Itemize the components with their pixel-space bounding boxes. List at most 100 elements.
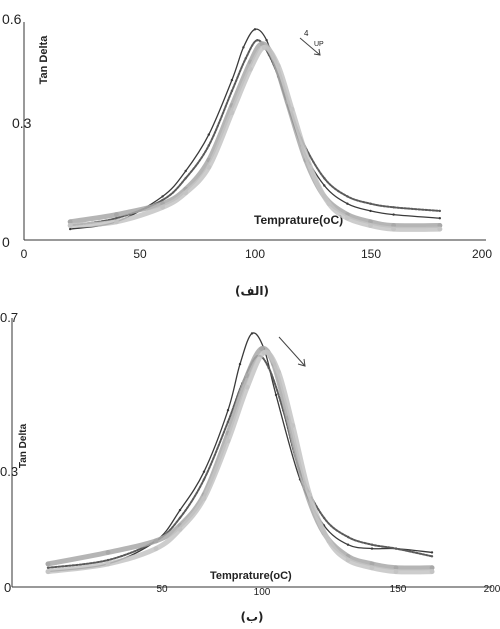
y-tick-label: 0.3 [0,464,18,479]
series-line-top-3 [67,41,443,229]
data-point [230,78,234,82]
chart-bottom: Tan Delta Temprature(oC) 0 0.3 0.7 50 10… [0,310,500,624]
data-point [256,39,259,42]
data-point [275,63,281,68]
data-point [369,209,372,213]
series-group-bottom [45,332,435,575]
data-point [69,227,72,231]
data-point [307,492,312,498]
series-line-top-2 [69,39,441,227]
data-point [153,546,159,551]
data-point [346,202,349,205]
annotation-arrowhead [313,48,321,56]
data-point [67,223,73,228]
y-tick-label: 0 [4,580,11,595]
data-point [261,350,267,355]
x-ticks-bottom: 50 100 150 200 [156,584,500,598]
data-point [230,89,234,93]
data-point [345,557,351,563]
data-point [274,393,278,397]
data-point [308,164,313,170]
data-point [346,535,350,539]
data-point [259,346,264,352]
annotation-arrow-line [299,37,321,56]
data-point [259,41,265,47]
data-point [226,409,230,412]
x-tick-label: 100 [254,587,271,598]
annotation-arrow-line [278,336,306,367]
series-line-bottom-4 [45,349,435,575]
data-point [437,226,443,232]
data-point [326,201,332,207]
data-point [45,569,51,574]
y-ticks-top: 0 0.3 0.6 [2,11,32,250]
annotation-text: UP [314,41,324,48]
data-point [45,561,51,567]
data-point [184,177,187,180]
y-tick-label: 0.6 [2,11,22,27]
x-tick-label: 100 [245,247,265,261]
data-point [276,369,281,375]
y-tick-label: 0.3 [12,115,32,131]
y-ticks-bottom: 0 0.3 0.7 [0,310,18,595]
series-line-bottom-2 [47,354,433,569]
data-point [250,332,254,335]
data-point [226,420,230,423]
data-point [393,569,399,574]
data-point [202,478,206,481]
x-tick-label: 200 [484,584,500,595]
x-ticks-top: 0 50 100 150 200 [21,247,493,261]
data-point [261,45,267,50]
data-point [289,106,295,112]
data-point [369,202,372,205]
data-point [248,66,253,72]
annotation-arrow-bottom [278,336,306,367]
data-point [207,133,210,136]
data-point [105,550,111,555]
x-tick-label: 0 [21,247,28,261]
data-point [115,217,118,220]
series-line-top-4 [67,44,443,232]
data-point [322,516,326,519]
data-point [153,538,159,544]
data-point [114,212,119,218]
series-group-top [67,28,443,232]
data-point [114,219,119,225]
data-point [244,373,250,378]
series-line-top-1 [69,28,441,230]
data-point [438,217,441,220]
data-point [391,226,396,232]
data-point [229,110,235,116]
data-point [392,213,395,216]
data-point [184,169,187,173]
data-point [207,144,210,147]
data-point [429,569,435,574]
data-point [225,438,231,444]
chart-top: Tan Delta Temprature(oC) 0 0.3 0.6 0 50 … [2,11,492,298]
x-axis-label-top: Temprature(oC) [254,213,343,227]
series-line-bottom-3 [45,345,435,571]
data-point [393,565,399,571]
data-point [161,195,164,198]
data-point [238,362,242,366]
x-tick-label: 200 [472,247,492,261]
data-point [345,215,350,221]
data-point [370,543,374,546]
x-tick-label: 50 [156,584,168,595]
data-point [326,538,332,544]
y-tick-label: 0 [2,234,10,250]
data-point [160,204,166,210]
data-point [46,566,50,569]
data-point [369,565,375,571]
data-point [323,177,326,180]
data-point [430,555,434,558]
data-point [178,516,182,519]
caption-bottom: (ب) [240,610,263,624]
data-point [105,561,111,567]
x-tick-label: 150 [390,584,407,595]
y-axis-label-top: Tan Delta [38,35,50,85]
data-point [392,206,395,209]
y-axis-label-bottom: Tan Delta [18,423,29,468]
data-point [290,423,296,428]
